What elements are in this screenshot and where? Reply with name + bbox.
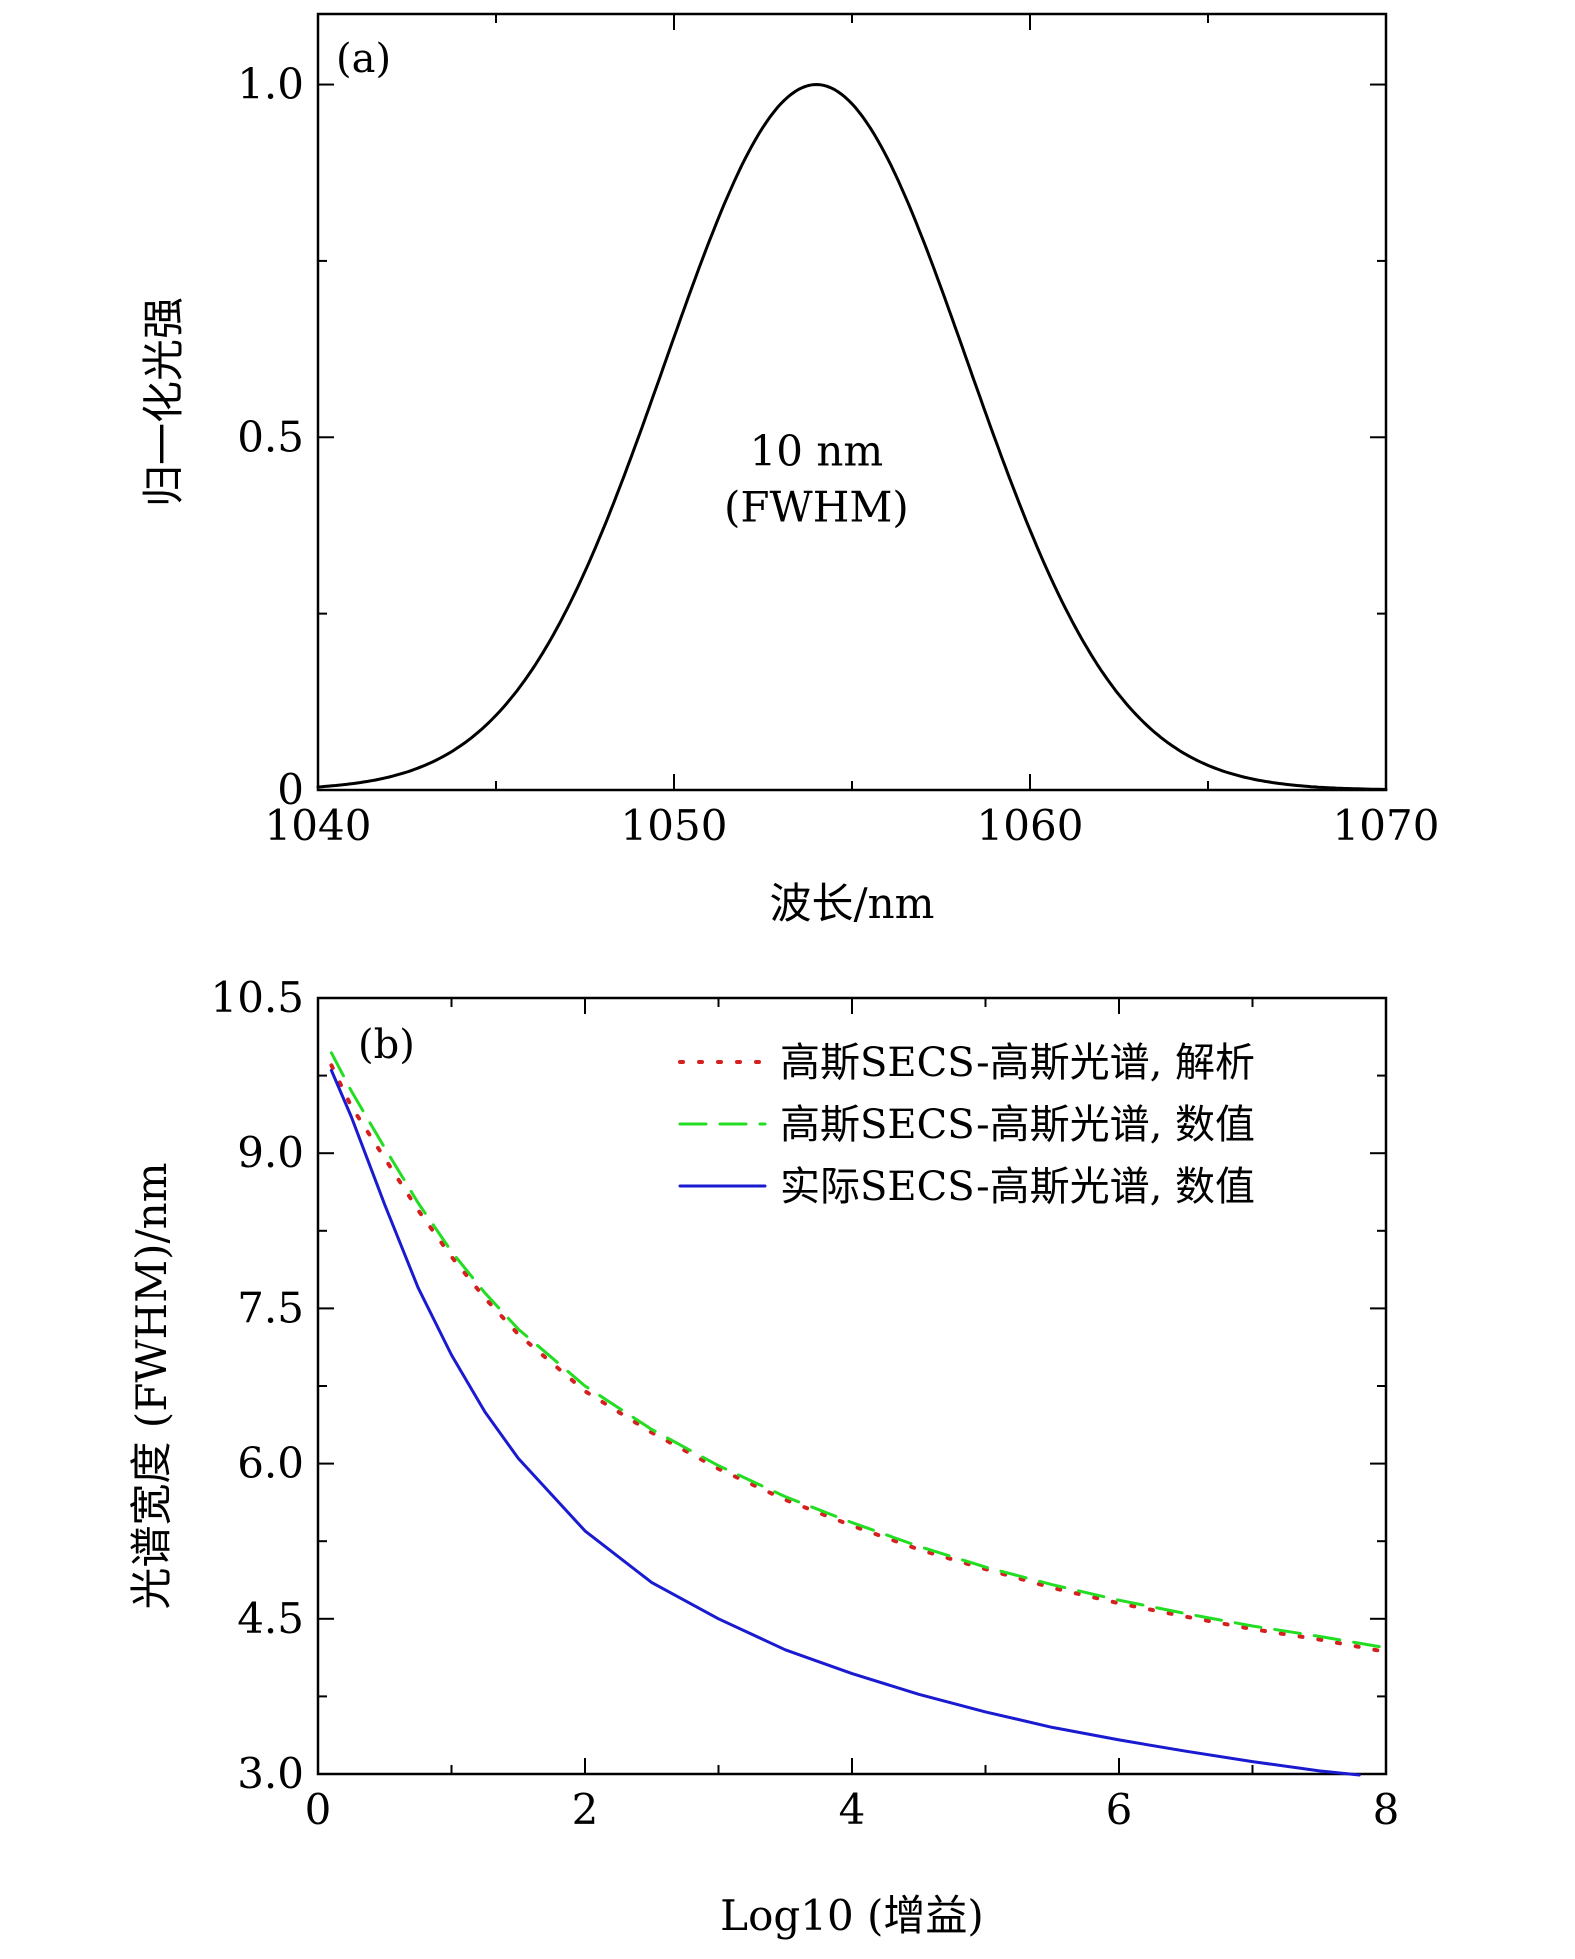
panel-a-annotation-line-2: (FWHM) [724,483,909,532]
panel-a-frame [316,12,1388,792]
panel-a-x-axis-label: 波长/nm [769,879,934,928]
y-tick-label: 7.5 [237,1283,304,1332]
panel-b-series [329,1051,1388,1777]
x-tick-label: 1060 [977,801,1084,850]
y-tick-label: 6.0 [237,1439,304,1488]
x-tick-label: 1050 [621,801,728,850]
legend-label-actual: 实际SECS-高斯光谱, 数值 [780,1164,1255,1210]
x-tick-label: 4 [839,1785,866,1834]
x-tick-label: 0 [305,1785,332,1834]
x-tick-label: 2 [572,1785,599,1834]
x-tick-label: 6 [1106,1785,1133,1834]
panel-b-y-axis-label: 光谱宽度 (FWHM)/nm [127,1162,176,1609]
y-tick-label: 1.0 [237,60,304,109]
series-line-1-2 [329,1068,1361,1777]
panel-a-label: (a) [336,36,391,82]
panel-b-chart: 0 2 4 6 8 3.0 4.5 6.0 7.5 9.0 10.5 (b) 高斯SECS-高斯光谱… [127,973,1399,1940]
panel-b-legend: 高斯SECS-高斯光谱, 解析 高斯SECS-高斯光谱, 数值 实际SECS-高… [678,1040,1255,1210]
panel-b-label: (b) [358,1022,415,1068]
legend-label-numeric: 高斯SECS-高斯光谱, 数值 [780,1102,1255,1148]
y-tick-label: 10.5 [210,973,304,1022]
legend-label-analytic: 高斯SECS-高斯光谱, 解析 [780,1040,1255,1086]
y-tick-label: 0 [277,765,304,814]
x-tick-label: 1070 [1333,801,1440,850]
panel-a-y-axis-label: 归一化光强 [139,297,188,507]
y-tick-label: 3.0 [237,1749,304,1798]
series-line-1-1 [329,1051,1388,1650]
y-tick-label: 0.5 [237,412,304,461]
panel-a-annotation-line-1: 10 nm [750,427,884,476]
x-tick-label: 8 [1373,1785,1400,1834]
panel-a-series [316,83,1388,791]
y-tick-label: 4.5 [237,1594,304,1643]
series-line-1-0 [329,1063,1388,1654]
x-tick-label: 1040 [265,801,372,850]
panel-b-ticks: 0 2 4 6 8 3.0 4.5 6.0 7.5 9.0 10.5 [210,973,1399,1834]
panel-b-x-axis-label: Log10 (增益) [720,1891,984,1940]
panel-a-chart: 1040 1050 1060 1070 0 0.5 1.0 (a) 10 nm (FWHM)… [139,12,1439,928]
panel-a-ticks: 1040 1050 1060 1070 0 0.5 1.0 [237,14,1439,850]
y-tick-label: 9.0 [237,1128,304,1177]
series-line-0-0 [316,83,1388,791]
